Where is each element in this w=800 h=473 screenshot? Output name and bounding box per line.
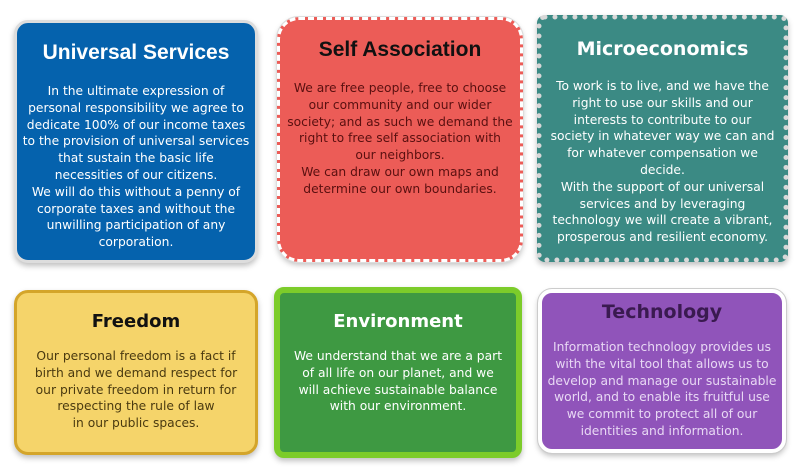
- card-title: Self Association: [318, 38, 482, 61]
- card-body: We understand that we are a part of all …: [293, 349, 503, 414]
- card-environment: Environment We understand that we are a …: [274, 287, 522, 458]
- card-body: We are free people, free to choose our c…: [287, 81, 513, 196]
- card-microeconomics: Microeconomics To work is to live, and w…: [537, 15, 788, 262]
- card-body: In the ultimate expression of personal r…: [22, 84, 250, 250]
- card-body: To work is to live, and we have the righ…: [550, 79, 775, 245]
- card-universal-services: Universal Services In the ultimate expre…: [14, 20, 258, 263]
- card-body: Our personal freedom is a fact if birth …: [34, 349, 238, 431]
- card-title: Universal Services: [42, 41, 230, 64]
- card-title: Freedom: [91, 311, 181, 332]
- card-title: Microeconomics: [576, 38, 749, 60]
- card-freedom: Freedom Our personal freedom is a fact i…: [14, 290, 258, 455]
- card-title: Technology: [601, 301, 723, 323]
- card-body: Information technology provides us with …: [547, 340, 777, 438]
- card-title: Environment: [333, 311, 463, 332]
- card-technology: Technology Information technology provid…: [537, 288, 787, 454]
- card-self-association: Self Association We are free people, fre…: [276, 16, 524, 263]
